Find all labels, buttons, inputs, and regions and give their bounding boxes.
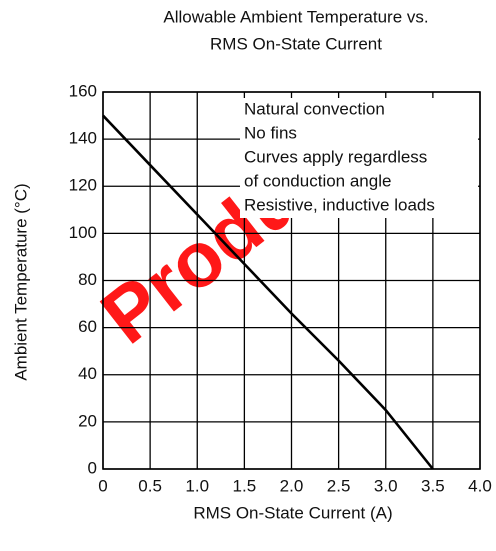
y-tick-label: 60 (78, 317, 97, 336)
x-axis-label: RMS On-State Current (A) (193, 503, 392, 522)
x-tick-label: 0.5 (138, 476, 162, 495)
x-tick-label: 3.0 (374, 476, 398, 495)
chart-title: RMS On-State Current (210, 34, 382, 53)
y-tick-label: 80 (78, 270, 97, 289)
x-tick-label: 2.5 (327, 476, 351, 495)
y-axis-label: Ambient Temperature (°C) (11, 183, 30, 380)
y-tick-label: 0 (88, 458, 97, 477)
annotation: No fins (244, 123, 297, 142)
annotation: Curves apply regardless (244, 147, 427, 166)
y-tick-label: 20 (78, 411, 97, 430)
y-tick-label: 140 (69, 129, 97, 148)
x-tick-label: 2.0 (280, 476, 304, 495)
x-tick-label: 1.5 (233, 476, 257, 495)
y-tick-label: 100 (69, 223, 97, 242)
plot-frame (102, 91, 481, 470)
y-tick-label: 120 (69, 176, 97, 195)
annotation-box (240, 98, 478, 218)
y-tick-label: 40 (78, 364, 97, 383)
x-tick-label: 1.0 (185, 476, 209, 495)
chart-title: Allowable Ambient Temperature vs. (163, 7, 428, 26)
annotation: Natural convection (244, 99, 385, 118)
annotation: of conduction angle (244, 171, 391, 190)
annotation: Resistive, inductive loads (244, 195, 435, 214)
line (102, 114, 434, 470)
y-tick-label: 160 (69, 81, 97, 100)
x-tick-label: 0 (98, 476, 107, 495)
x-tick-label: 4.0 (468, 476, 492, 495)
x-tick-label: 3.5 (421, 476, 445, 495)
